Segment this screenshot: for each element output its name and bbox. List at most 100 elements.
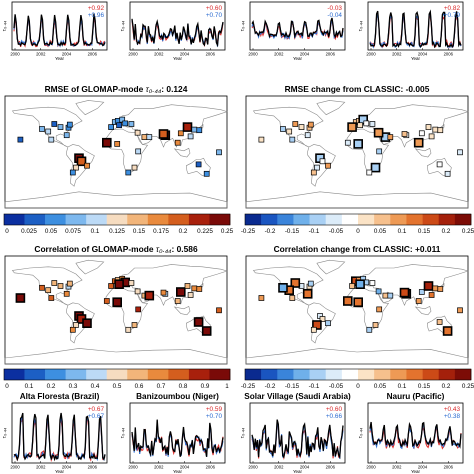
- stat-blue-value: +0.70: [206, 413, 223, 420]
- station-marker: [428, 133, 435, 140]
- colorbar-segment: [127, 214, 149, 225]
- colorbar-tick-label: 0.4: [91, 383, 100, 390]
- station-marker: [57, 283, 64, 289]
- continent-outline: [316, 100, 346, 116]
- x-axis-label: Year: [411, 56, 421, 61]
- colorbar-tick-label: -0.15: [285, 383, 300, 390]
- plot-frame: [129, 1, 226, 51]
- x-axis-label: Year: [55, 469, 65, 474]
- timeseries-panel-bottom-0: Alta Floresta (Brazil) +0.67+0.67 τ₀.₄₄ 200…: [2, 392, 108, 474]
- colorbar-tick-label: -0.25: [241, 228, 256, 235]
- station-marker: [48, 136, 55, 143]
- station-marker: [442, 326, 453, 336]
- colorbar-tick-label: 0.15: [133, 228, 146, 235]
- station-marker: [290, 278, 301, 288]
- station-marker: [325, 162, 331, 169]
- station-marker: [312, 320, 322, 330]
- stat-blue-value: +0.67: [88, 413, 105, 420]
- station-marker: [418, 130, 425, 137]
- station-marker: [216, 149, 222, 156]
- station-marker: [174, 139, 181, 146]
- station-marker: [69, 326, 76, 333]
- map-frame: [4, 255, 228, 365]
- continent-outline: [414, 305, 432, 316]
- station-marker: [125, 169, 132, 176]
- x-axis-label: Year: [411, 469, 421, 474]
- colorbar-tick-label: -0.05: [329, 383, 344, 390]
- x-tick-label: 2000: [10, 465, 20, 470]
- colorbar-segment: [261, 369, 278, 380]
- station-marker: [423, 281, 434, 291]
- colorbar-segment: [4, 369, 25, 380]
- station-marker: [146, 134, 153, 140]
- colorbar-segment: [293, 214, 310, 225]
- station-marker: [342, 296, 353, 306]
- station-marker: [176, 287, 186, 297]
- panel-title: Alta Floresta (Brazil): [20, 392, 100, 401]
- colorbar-tick-label: -0.1: [309, 383, 320, 390]
- station-marker: [366, 169, 373, 176]
- station-marker: [108, 283, 114, 289]
- x-tick-label: 2000: [248, 52, 258, 57]
- y-axis-label: τ₀.₄₄: [2, 427, 8, 438]
- timeseries-panel-top-1: Lille (France)+0.60+0.70τ₀.₄₄20002002200…: [120, 1, 226, 61]
- x-tick-label: 2002: [36, 465, 46, 470]
- x-tick-label: 2004: [180, 52, 190, 57]
- colorbar-segment: [390, 214, 407, 225]
- station-marker: [349, 283, 355, 289]
- station-marker: [45, 128, 52, 135]
- stat-red-value: +0.67: [88, 406, 105, 413]
- map-corr-change: Correlation change from CLASSIC: +0.011: [245, 244, 470, 365]
- station-marker: [15, 293, 26, 303]
- x-tick-label: 2000: [366, 52, 376, 57]
- timeseries-panel-top-3: Shirahama (Japan)+0.82+0.79τ₀.₄₄20002002…: [358, 1, 464, 61]
- colorbar-tick-label: 0.1: [398, 228, 407, 235]
- station-marker: [387, 292, 394, 299]
- y-axis-label: τ₀.₄₄: [358, 20, 364, 31]
- stat-blue-value: +0.38: [444, 413, 461, 420]
- station-marker: [319, 158, 326, 165]
- colorbar-segment: [406, 369, 423, 380]
- continent-outline: [11, 266, 83, 306]
- stat-red-value: +0.82: [444, 5, 461, 12]
- station-marker: [278, 282, 288, 293]
- station-marker: [286, 128, 293, 135]
- station-marker: [347, 122, 357, 132]
- station-marker: [444, 170, 451, 177]
- map-frame: [245, 95, 469, 209]
- x-tick-label: 2004: [418, 52, 428, 57]
- series-observed-line: [131, 18, 224, 48]
- continent-outline: [75, 100, 105, 116]
- colorbar-segment: [209, 369, 231, 380]
- station-marker: [292, 121, 299, 127]
- station-marker: [413, 137, 424, 148]
- map-rmse-change: RMSE change from CLASSIC: -0.005: [245, 84, 469, 209]
- station-marker: [73, 164, 79, 171]
- colorbar-tick-label: 0.3: [69, 383, 78, 390]
- x-tick-label: 2004: [180, 465, 190, 470]
- colorbar-frame: [244, 368, 472, 381]
- colorbar-segment: [106, 214, 128, 225]
- colorbar-segment: [86, 214, 108, 225]
- station-marker: [125, 326, 132, 333]
- map-title-value: +0.011: [415, 244, 441, 254]
- map-title-value: : 0.124: [161, 84, 187, 94]
- x-tick-label: 2002: [392, 52, 402, 57]
- map-title-prefix: Correlation change from CLASSIC:: [274, 244, 415, 254]
- x-tick-label: 2000: [248, 465, 258, 470]
- colorbar-tick-label: -0.2: [265, 228, 276, 235]
- colorbar-tick-label: 0.25: [221, 228, 234, 235]
- colorbar-tick-label: -0.15: [285, 228, 300, 235]
- x-tick-label: 2006: [88, 465, 98, 470]
- timeseries-panel-top-2: Kanpur (India)-0.03-0.04τ₀.₄₄20002002200…: [240, 1, 346, 61]
- continent-outline: [173, 147, 191, 158]
- colorbar-tick-label: 0.2: [442, 383, 451, 390]
- series-observed-line: [369, 421, 462, 449]
- colorbar-frame: [244, 213, 472, 226]
- colorbar-segment: [422, 369, 440, 380]
- colorbar-segment: [45, 369, 66, 380]
- stat-red-value: +0.60: [206, 5, 223, 12]
- station-marker: [437, 127, 444, 134]
- series-observed-line: [251, 17, 344, 39]
- station-marker: [314, 164, 320, 171]
